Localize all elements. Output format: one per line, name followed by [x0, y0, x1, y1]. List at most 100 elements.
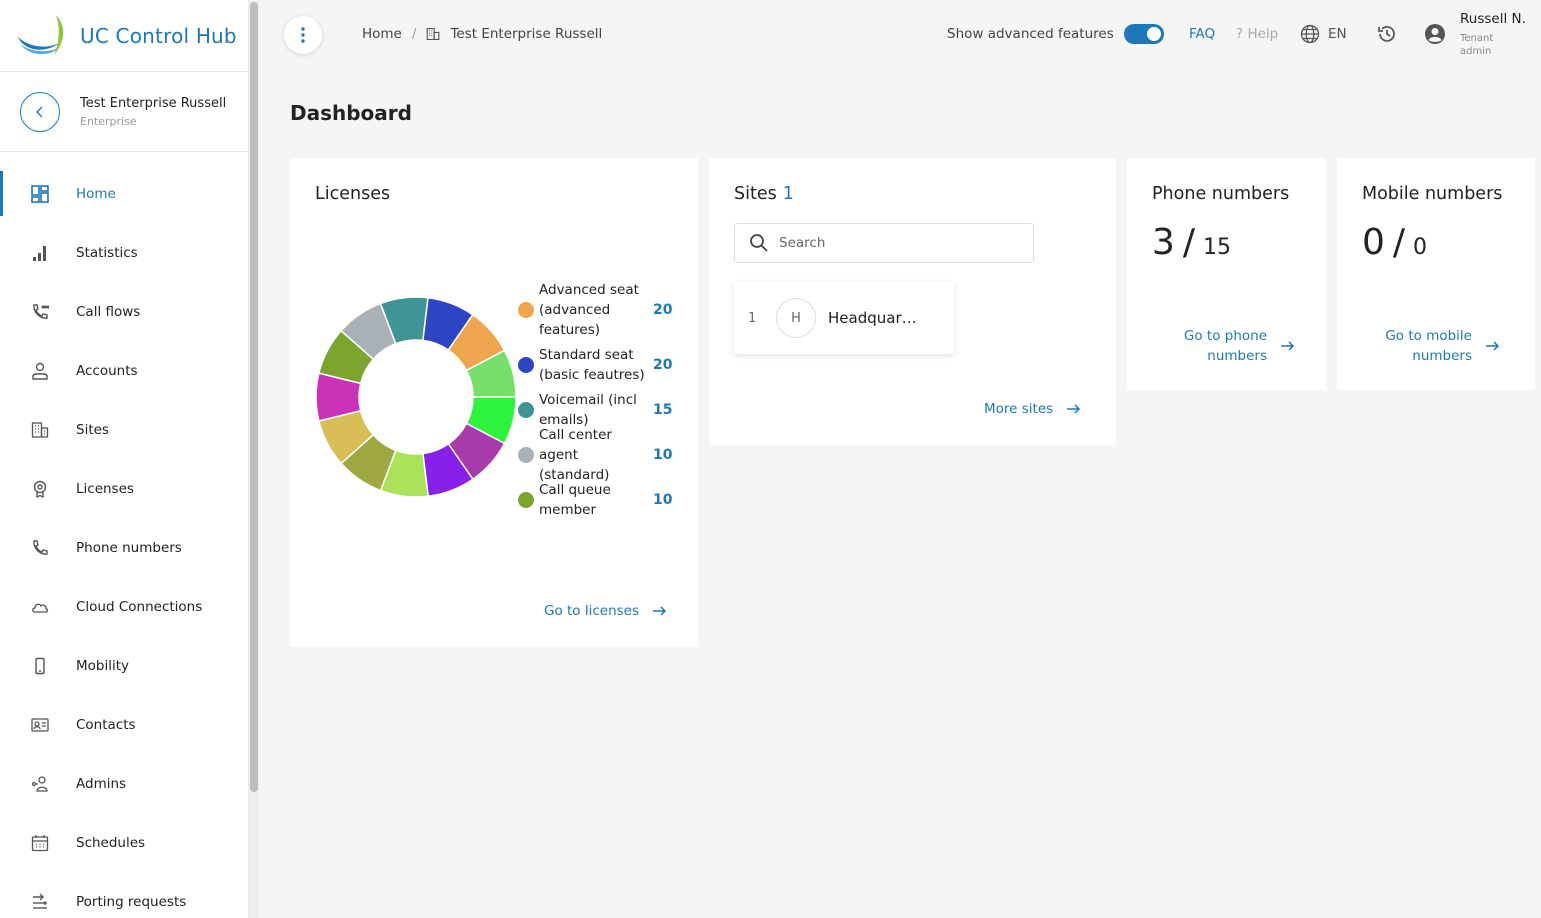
sidebar-item-admins[interactable]: Admins: [0, 754, 248, 813]
legend-value: 10: [653, 491, 673, 508]
go-to-licenses-link[interactable]: Go to licenses: [544, 603, 667, 619]
legend-value: 10: [653, 446, 673, 463]
app-logo[interactable]: UC Control Hub: [0, 0, 248, 72]
calendar-icon: [30, 833, 50, 853]
legend-item: Call center agent (standard) 10: [518, 427, 678, 483]
advanced-features-toggle-group: Show advanced features: [947, 24, 1164, 44]
legend-dot: [518, 356, 534, 373]
mobile-numbers-used: 0: [1362, 222, 1385, 263]
sites-count: 1: [782, 184, 794, 204]
sidebar-item-label: Admins: [76, 775, 127, 792]
sidebar-item-label: Contacts: [76, 716, 136, 733]
language-selector[interactable]: EN: [1300, 24, 1347, 44]
legend-value: 20: [653, 356, 673, 373]
sidebar-item-porting-requests[interactable]: Porting requests: [0, 872, 248, 918]
donut-segment[interactable]: [379, 296, 429, 345]
licenses-title: Licenses: [315, 184, 391, 204]
usage-separator: /: [1182, 222, 1196, 263]
sidebar-item-sites[interactable]: Sites: [0, 400, 248, 459]
sidebar-item-licenses[interactable]: Licenses: [0, 459, 248, 518]
porting-icon: [30, 892, 50, 912]
sites-icon: [30, 420, 50, 440]
licenses-legend: Advanced seat (advanced features) 20 Sta…: [518, 277, 678, 522]
advanced-features-label: Show advanced features: [947, 26, 1114, 42]
phone-numbers-usage: 3 / 15: [1152, 222, 1231, 263]
licenses-icon: [30, 479, 50, 499]
more-vertical-icon: [301, 27, 305, 43]
legend-item: Advanced seat (advanced features) 20: [518, 277, 678, 342]
globe-icon: [1300, 24, 1320, 44]
sidebar-item-label: Sites: [76, 421, 109, 438]
mobile-icon: [30, 656, 50, 676]
language-code: EN: [1328, 26, 1347, 42]
more-menu-button[interactable]: [284, 16, 322, 54]
sidebar-item-home[interactable]: Home: [0, 164, 248, 223]
sidebar-item-label: Call flows: [76, 303, 141, 320]
more-sites-label: More sites: [984, 401, 1054, 417]
legend-label: Voicemail (incl emails): [539, 391, 637, 428]
history-button[interactable]: [1376, 23, 1398, 49]
arrow-right-icon: [653, 606, 667, 616]
contacts-icon: [30, 715, 50, 735]
sidebar-item-phone-numbers[interactable]: Phone numbers: [0, 518, 248, 577]
sidebar-item-statistics[interactable]: Statistics: [0, 223, 248, 282]
user-role: Tenant admin: [1460, 33, 1494, 57]
legend-dot: [518, 446, 534, 463]
site-list-item[interactable]: 1 H Headquar…: [734, 282, 954, 354]
arrow-right-icon: [1067, 404, 1081, 414]
search-icon: [750, 234, 768, 252]
mobile-numbers-card: Mobile numbers 0 / 0 Go to mobile number…: [1337, 158, 1535, 390]
go-to-mobile-numbers-link[interactable]: Go to mobile numbers: [1382, 326, 1502, 366]
legend-label: Advanced seat (advanced features): [539, 281, 639, 338]
faq-link[interactable]: FAQ: [1189, 26, 1216, 42]
phone-icon: [30, 538, 50, 558]
sites-search-input[interactable]: [779, 235, 1019, 251]
sidebar-item-label: Licenses: [76, 480, 134, 497]
licenses-donut-chart: [315, 296, 517, 498]
mobile-numbers-usage: 0 / 0: [1362, 222, 1427, 263]
sites-title-label: Sites: [734, 184, 777, 204]
sidebar-item-call-flows[interactable]: Call flows: [0, 282, 248, 341]
sidebar: UC Control Hub Test Enterprise Russell E…: [0, 0, 249, 918]
arrow-right-icon: [1486, 341, 1500, 351]
help-label: Help: [1247, 26, 1279, 42]
advanced-features-toggle[interactable]: [1123, 24, 1164, 44]
sidebar-item-accounts[interactable]: Accounts: [0, 341, 248, 400]
sidebar-item-contacts[interactable]: Contacts: [0, 695, 248, 754]
usage-separator: /: [1392, 222, 1406, 263]
legend-item: Voicemail (incl emails) 15: [518, 387, 678, 432]
app-name: UC Control Hub: [80, 23, 237, 48]
dashboard-icon: [30, 184, 50, 204]
phone-numbers-used: 3: [1152, 222, 1175, 263]
licenses-card: Licenses Advanced seat (advanced feature…: [290, 158, 698, 647]
go-to-mobile-numbers-label: Go to mobile numbers: [1385, 328, 1472, 364]
mobile-numbers-total: 0: [1413, 235, 1428, 260]
legend-value: 15: [653, 401, 673, 418]
history-icon: [1378, 26, 1395, 42]
breadcrumb-home[interactable]: Home: [362, 26, 402, 42]
user-menu-button[interactable]: [1424, 23, 1446, 49]
breadcrumb-separator: /: [411, 26, 417, 42]
go-to-phone-numbers-link[interactable]: Go to phone numbers: [1177, 326, 1295, 366]
sidebar-item-schedules[interactable]: Schedules: [0, 813, 248, 872]
more-sites-link[interactable]: More sites: [984, 401, 1081, 417]
sidebar-item-mobility[interactable]: Mobility: [0, 636, 248, 695]
sidebar-nav: Home Statistics Call flows Accounts Site…: [0, 152, 248, 918]
tenant-switcher: Test Enterprise Russell Enterprise: [0, 72, 248, 152]
back-button[interactable]: [20, 91, 60, 132]
site-index: 1: [748, 310, 757, 326]
user-info[interactable]: Russell N. Tenant admin: [1460, 11, 1526, 58]
phone-numbers-title: Phone numbers: [1152, 184, 1290, 204]
call-flows-icon: [30, 302, 50, 322]
account-circle-icon: [1425, 24, 1445, 44]
help-link[interactable]: ? Help: [1236, 26, 1278, 42]
sidebar-item-label: Home: [76, 185, 116, 202]
legend-dot: [518, 491, 534, 508]
sidebar-item-cloud-connections[interactable]: Cloud Connections: [0, 577, 248, 636]
phone-numbers-card: Phone numbers 3 / 15 Go to phone numbers: [1127, 158, 1326, 390]
sites-search: [734, 223, 1034, 263]
legend-label: Call queue member: [539, 481, 611, 518]
sidebar-scrollbar-thumb[interactable]: [250, 2, 258, 792]
legend-item: Standard seat (basic feautres) 20: [518, 342, 678, 387]
tenant-name: Test Enterprise Russell: [80, 95, 227, 111]
